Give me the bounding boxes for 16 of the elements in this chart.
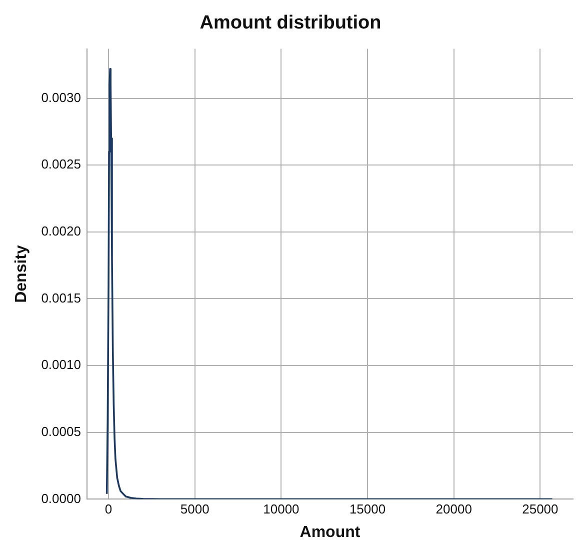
x-tick-label: 20000 (436, 502, 472, 517)
x-tick-label: 0 (104, 502, 112, 517)
y-tick-label: 0.0020 (41, 223, 81, 238)
y-axis-title: Density (13, 245, 30, 303)
y-tick-label: 0.0025 (41, 156, 81, 172)
x-axis-title: Amount (300, 524, 361, 541)
y-tick-label: 0.0005 (41, 424, 81, 439)
y-tick-label: 0.0010 (41, 357, 81, 372)
x-tick-label: 10000 (263, 502, 300, 517)
x-tick-label: 5000 (180, 502, 210, 517)
chart-title: Amount distribution (200, 12, 382, 34)
y-tick-label: 0.0015 (41, 290, 81, 306)
y-tick-label: 0.0000 (41, 490, 81, 506)
x-tick-label: 25000 (522, 502, 558, 517)
x-tick-label: 15000 (349, 502, 386, 517)
y-tick-label: 0.0030 (41, 90, 81, 105)
